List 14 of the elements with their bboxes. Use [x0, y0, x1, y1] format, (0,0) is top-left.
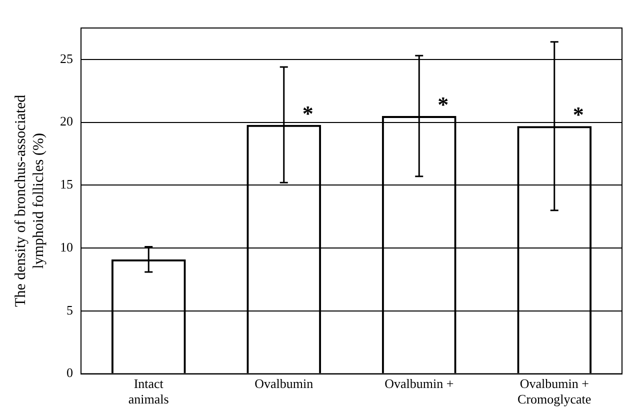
x-tick-label: Ovalbumin — [254, 376, 314, 392]
y-tick-label: 5 — [66, 302, 73, 318]
y-tick-label: 25 — [60, 50, 73, 66]
annotation: * — [302, 100, 314, 126]
annotation: * — [438, 92, 449, 118]
y-axis-title: The density of bronchus-associated lymphoid follicles (%) — [12, 94, 47, 307]
y-tick-label: 20 — [60, 114, 73, 129]
x-tick-label: Ovalbumin + Cromoglycate — [518, 376, 592, 407]
annotation: * — [572, 102, 584, 128]
x-tick-label: Ovalbumin + — [384, 376, 454, 392]
y-tick-label: 10 — [60, 239, 73, 254]
x-tick-label: Intact animals — [128, 376, 169, 407]
y-tick-label: 0 — [66, 365, 73, 380]
y-tick-label: 15 — [60, 176, 73, 192]
